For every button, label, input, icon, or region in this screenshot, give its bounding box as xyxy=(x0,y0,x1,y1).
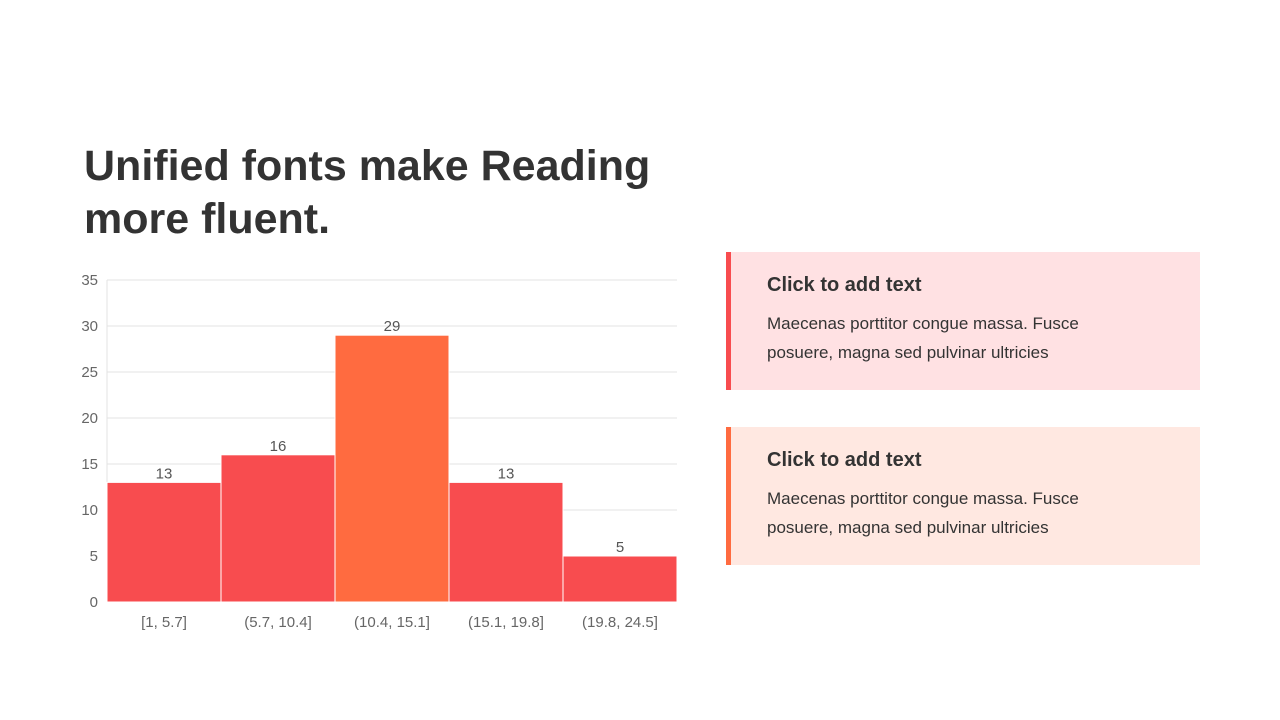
x-tick-label: (5.7, 10.4] xyxy=(244,614,312,631)
x-tick-label: (19.8, 24.5] xyxy=(582,614,658,631)
x-tick-label: (15.1, 19.8] xyxy=(468,614,544,631)
y-tick-label: 35 xyxy=(81,272,98,289)
histogram-chart: 0 5 10 15 20 25 30 35 13 [1, 5.7] 16 (5.7, 10.4] 29 (… xyxy=(81,272,678,631)
bar xyxy=(106,481,222,603)
y-tick-label: 15 xyxy=(81,456,98,473)
data-label: 13 xyxy=(156,465,173,482)
x-tick-label: [1, 5.7] xyxy=(141,614,187,631)
text-card-2[interactable]: Click to add text Maecenas porttitor con… xyxy=(726,427,1200,565)
data-label: 29 xyxy=(384,318,401,335)
data-label: 16 xyxy=(270,438,287,455)
card-body[interactable]: Maecenas porttitor congue massa. Fusce p… xyxy=(767,489,1079,537)
bar xyxy=(220,454,336,603)
y-tick-label: 25 xyxy=(81,364,98,381)
data-label: 5 xyxy=(616,539,624,556)
y-tick-label: 0 xyxy=(90,594,98,611)
data-label: 13 xyxy=(498,465,515,482)
y-tick-label: 10 xyxy=(81,502,98,519)
card-heading[interactable]: Click to add text xyxy=(767,449,922,471)
text-card-1[interactable]: Click to add text Maecenas porttitor con… xyxy=(726,252,1200,390)
bar xyxy=(334,334,450,603)
bar xyxy=(448,481,564,603)
card-body[interactable]: Maecenas porttitor congue massa. Fusce p… xyxy=(767,314,1079,362)
x-tick-label: (10.4, 15.1] xyxy=(354,614,430,631)
slide-title: Unified fonts make Reading more fluent. xyxy=(84,142,651,243)
card-heading[interactable]: Click to add text xyxy=(767,274,922,296)
y-tick-label: 5 xyxy=(90,548,98,565)
bar xyxy=(562,555,678,603)
y-tick-label: 30 xyxy=(81,318,98,335)
y-tick-label: 20 xyxy=(81,410,98,427)
